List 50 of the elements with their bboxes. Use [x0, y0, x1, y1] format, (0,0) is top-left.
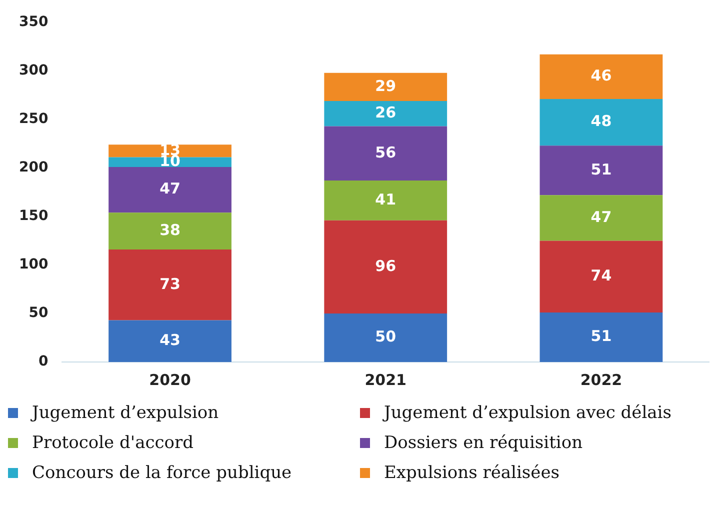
y-tick-label: 100	[18, 256, 48, 273]
bar	[324, 126, 448, 181]
bar	[108, 157, 232, 167]
data-label: 47	[590, 208, 612, 226]
bar	[540, 195, 663, 241]
bar	[540, 240, 663, 313]
bar	[108, 212, 232, 250]
bar	[540, 312, 663, 362]
x-tick-label: 2020	[149, 370, 191, 389]
legend-label: Jugement d’expulsion	[32, 403, 219, 423]
bar	[324, 220, 448, 314]
y-tick-label: 0	[38, 354, 48, 370]
legend-label: Concours de la force publique	[32, 463, 292, 483]
bar	[108, 320, 232, 362]
y-tick-label: 200	[18, 160, 48, 176]
legend-label: Dossiers en réquisition	[384, 433, 583, 453]
y-tick-label: 300	[18, 62, 48, 79]
bar	[324, 72, 448, 101]
data-label: 96	[375, 256, 396, 275]
legend-label: Expulsions réalisées	[384, 463, 560, 483]
data-label: 56	[375, 143, 396, 162]
data-label: 43	[160, 331, 180, 350]
data-label: 50	[375, 328, 396, 346]
data-label: 46	[590, 66, 612, 85]
legend-label: Protocole d'accord	[32, 433, 194, 453]
data-label: 47	[160, 180, 180, 198]
x-tick-label: 2022	[580, 370, 622, 389]
y-tick-label: 250	[18, 111, 48, 128]
data-label: 73	[160, 274, 180, 293]
data-label: 51	[590, 327, 612, 346]
y-tick-label: 150	[18, 208, 48, 224]
bar	[324, 180, 448, 220]
bar	[540, 146, 663, 196]
bar	[324, 100, 448, 126]
data-label: 26	[375, 103, 396, 122]
bar	[540, 99, 663, 146]
bar	[108, 249, 232, 320]
data-label: 48	[590, 112, 612, 130]
data-label: 41	[375, 190, 396, 208]
data-label: 51	[590, 160, 612, 178]
y-tick-label: 50	[28, 305, 48, 322]
bar	[324, 313, 448, 362]
data-label: 29	[375, 76, 396, 95]
legend-label: Jugement d’expulsion avec délais	[384, 403, 672, 423]
bar	[108, 166, 232, 213]
bar	[540, 54, 663, 100]
y-tick-label: 350	[18, 14, 48, 30]
data-label: 38	[160, 220, 180, 239]
data-label: 74	[590, 266, 612, 285]
x-tick-label: 2021	[364, 370, 406, 389]
